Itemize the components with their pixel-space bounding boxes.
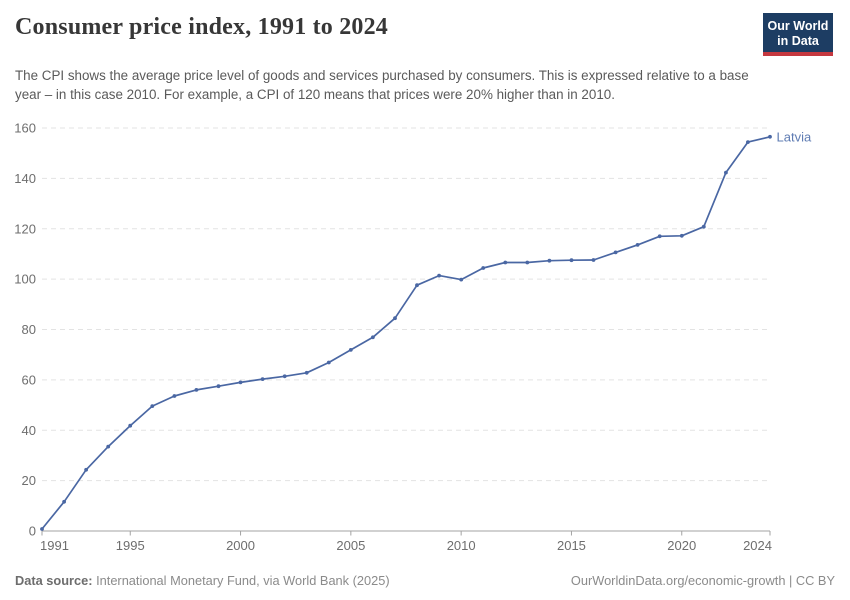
y-tick-label: 20 [22,473,36,488]
y-tick-label: 160 [14,121,36,136]
x-axis-labels: 1991 1995 2000 2005 2010 2015 2020 2024 [40,531,772,553]
owid-url-license[interactable]: OurWorldinData.org/economic-growth | CC … [570,573,835,588]
data-point [415,283,419,288]
data-point [106,444,111,449]
x-tick-label: 2024 [743,538,772,553]
owid-logo-line1: Our World [767,19,829,33]
data-point [62,499,66,504]
data-point [437,273,441,278]
data-point [260,377,265,381]
entity-label[interactable]: Latvia [777,129,812,144]
data-point [304,370,309,375]
y-tick-label: 0 [29,524,36,539]
data-point [724,170,728,175]
gridlines [42,127,770,532]
data-point [172,394,177,398]
data-point [657,234,662,239]
y-tick-label: 100 [14,272,36,287]
data-point [503,260,508,265]
y-tick-label: 40 [22,423,36,438]
x-tick-label: 2000 [226,538,255,553]
x-tick-label: 2015 [557,538,586,553]
y-tick-label: 80 [22,322,36,337]
data-point [613,250,618,255]
x-tick-label: 1995 [116,538,145,553]
data-point [768,134,772,139]
x-tick-label: 2020 [667,538,696,553]
data-point [128,423,133,428]
line-series[interactable]: Latvia [40,129,812,531]
data-source-label: Data source: [15,573,93,588]
owid-logo[interactable]: Our World in Data [763,13,833,56]
data-point [348,348,353,352]
data-point [194,388,199,392]
y-tick-label: 120 [14,221,36,236]
data-point [40,527,44,531]
data-point [326,360,331,365]
chart-footer: Data source: International Monetary Fund… [15,573,835,588]
data-point [569,258,574,263]
data-point [679,233,684,238]
page-title: Consumer price index, 1991 to 2024 [15,14,389,40]
series-line [41,135,771,530]
x-tick-label: 1991 [40,538,69,553]
data-point [547,258,552,263]
y-tick-label: 60 [22,372,36,387]
data-point [216,384,221,389]
data-point [371,335,375,340]
data-source: Data source: International Monetary Fund… [15,573,390,588]
data-point [635,243,640,247]
data-point-markers [40,134,772,531]
chart-subtitle: The CPI shows the average price level of… [15,68,749,103]
data-point [84,467,88,472]
data-point [459,277,464,282]
y-tick-label: 140 [14,171,36,186]
data-point [150,404,155,408]
data-point [282,374,287,379]
data-point [746,140,750,145]
data-point [481,266,486,270]
data-point [525,260,530,265]
data-point [238,380,243,385]
x-tick-label: 2005 [336,538,365,553]
data-source-text: International Monetary Fund, via World B… [92,573,390,588]
owid-logo-line2: in Data [777,33,819,48]
y-axis-labels: 0 20 40 60 80 100 120 140 160 [14,121,36,539]
x-tick-label: 2010 [447,538,476,553]
data-point [393,316,397,321]
data-point [591,258,596,262]
data-point [701,224,706,229]
